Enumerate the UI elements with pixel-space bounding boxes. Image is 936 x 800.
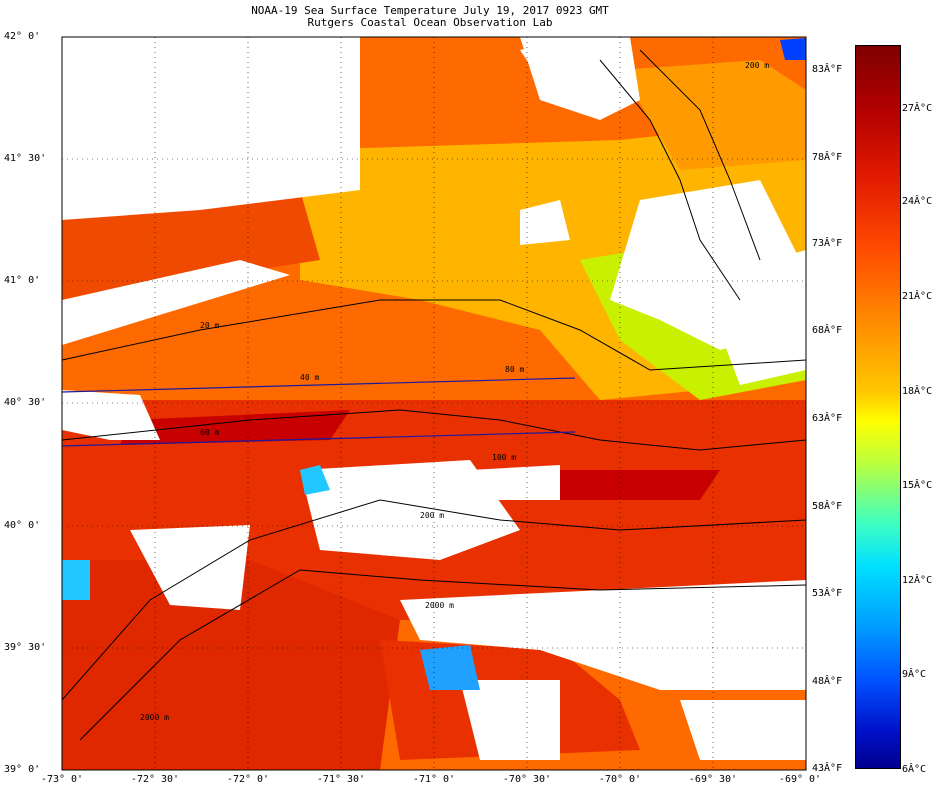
fahrenheit-label: 68Â°F [812,325,843,336]
cloud-southeast [680,700,806,760]
map-subtitle: Rutgers Coastal Ocean Observation Lab [307,16,553,29]
isobath-label: 20 m [200,321,219,330]
isobath-100m [62,409,806,451]
fahrenheit-label: 73Â°F [812,238,843,249]
connecticut-land [62,37,360,220]
cloud-east [700,250,806,385]
lat-label: 40° 30' [4,397,47,408]
lon-label: -71° 30' [316,774,366,785]
lat-label: 39° 30' [4,642,47,653]
fahrenheit-label: 58Â°F [812,501,843,512]
isobath-60m [62,299,806,371]
lon-label: -70° 0' [598,774,642,785]
cloud-sw [130,525,250,610]
isobath-label: 200 m [745,61,769,70]
celsius-label: 6Â°C [902,764,927,775]
celsius-label: 15Â°C [902,480,933,491]
isobath-label: 60 m [200,428,219,437]
celsius-label: 21Â°C [902,291,933,302]
fahrenheit-label: 43Â°F [812,763,843,774]
gulf-maine-water [620,60,806,170]
isobath-label: 200 m [420,511,444,520]
isobath-label: 40 m [300,373,319,382]
celsius-label: 12Â°C [902,575,933,586]
long-island-shelf [62,190,320,300]
lat-label: 39° 0' [4,764,41,775]
cloud-central-2 [470,465,560,500]
cape-cod [520,40,600,90]
cloud-central [300,460,520,560]
celsius-label: 9Â°C [902,669,927,680]
isobath-label: 100 m [492,453,516,462]
cloud-west [62,390,160,440]
cloud-south [400,580,806,690]
cold-corner [780,38,806,60]
cold-west [62,560,90,600]
isobath-label: 2000 m [425,601,454,610]
gulf-contour-2 [639,49,761,261]
fahrenheit-label: 83Â°F [812,64,843,75]
lon-label: -70° 30' [502,774,552,785]
fahrenheit-label: 53Â°F [812,588,843,599]
lat-label: 41° 30' [4,153,47,164]
celsius-label: 18Â°C [902,386,933,397]
fahrenheit-label: 63Â°F [812,413,843,424]
map-title: NOAA-19 Sea Surface Temperature July 19,… [251,4,609,17]
fahrenheit-label: 48Â°F [812,676,843,687]
transect-line-south [62,431,576,447]
lat-label: 40° 0' [4,520,41,531]
hot-patch [120,410,350,445]
isobath-label: 80 m [505,365,524,374]
isobath-200m [62,499,806,701]
gulf-contour-1 [599,59,741,301]
cold-edge [300,465,330,495]
celsius-label: 24Â°C [902,196,933,207]
cold-edge-south [420,645,480,690]
lon-label: -73° 0' [40,774,84,785]
isobath-label: 2000 m [140,713,169,722]
lon-label: -72° 30' [130,774,180,785]
lon-label: -69° 0' [778,774,822,785]
lat-label: 41° 0' [4,275,41,286]
new-england-land [62,37,640,120]
lat-label: 42° 0' [4,31,41,42]
cloud-south-2 [460,680,560,760]
celsius-label: 27Â°C [902,103,933,114]
graticule [62,37,806,770]
temperature-colorbar [855,45,901,769]
map-border [61,36,807,771]
lon-label: -69° 30' [688,774,738,785]
isobath-2000m [79,569,806,741]
fahrenheit-label: 78Â°F [812,152,843,163]
cloud-small [520,200,570,245]
transect-line-north [62,377,576,393]
lon-label: -72° 0' [226,774,270,785]
warm-southwest [62,560,400,770]
lon-label: -71° 0' [412,774,456,785]
